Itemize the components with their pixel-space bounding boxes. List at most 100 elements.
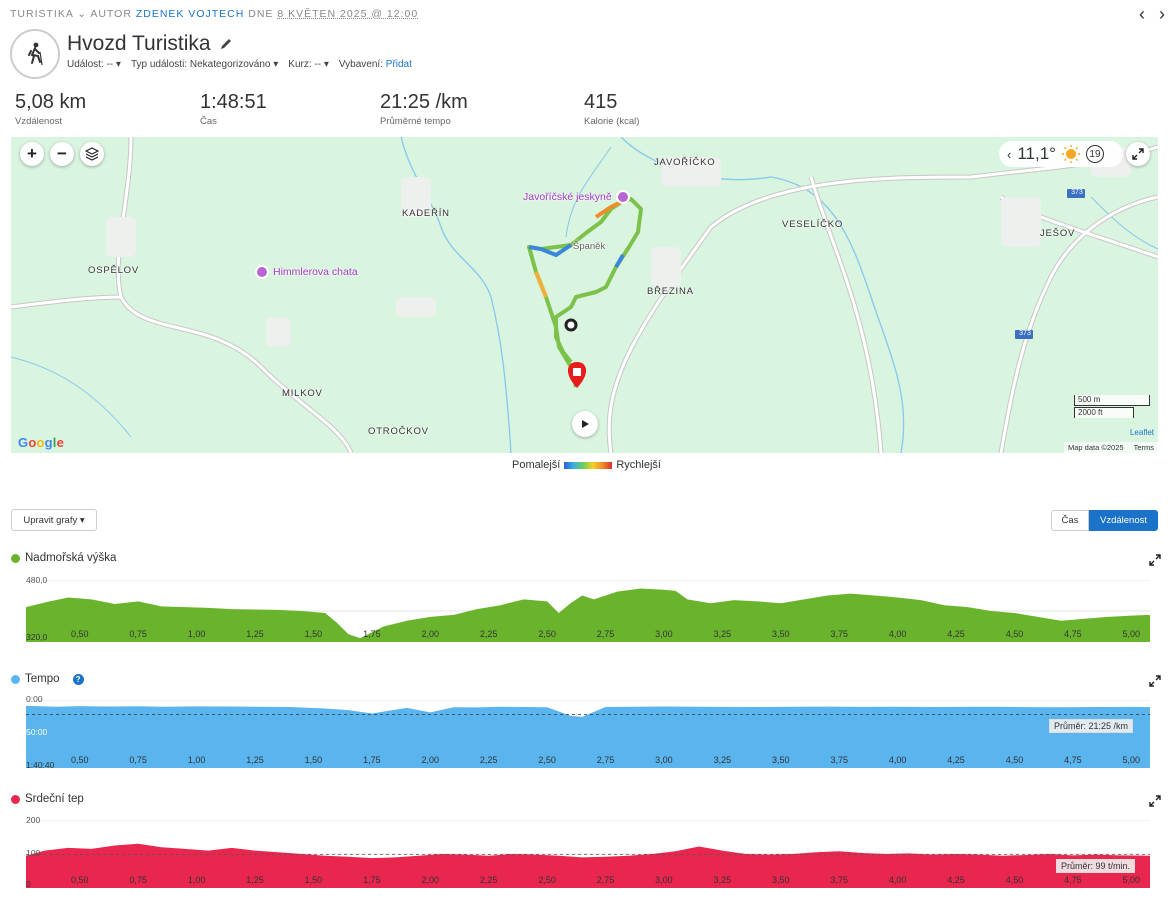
x-tick-label: 2,00 — [422, 755, 440, 765]
elevation-chart-title: Nadmořská výška — [11, 552, 116, 564]
course-dropdown[interactable]: Kurz: -- ▾ — [288, 59, 329, 70]
x-tick-label: 2,75 — [597, 755, 615, 765]
x-tick-label: 3,50 — [772, 629, 790, 639]
zoom-in-button[interactable]: + — [20, 142, 44, 166]
route-map[interactable]: JAVOŘÍČKO KADEŘÍN VESELÍČKO JEŠOV OSPĚLO… — [11, 137, 1158, 453]
road-number: 373 — [1071, 189, 1083, 196]
x-tick-label: 4,00 — [889, 875, 907, 885]
gear: Vybavení: Přidat — [339, 59, 412, 70]
x-tick-label: 1,75 — [363, 875, 381, 885]
author-link[interactable]: ZDENEK VOJTECH — [135, 8, 245, 20]
stat-label: Vzdálenost — [15, 116, 63, 127]
hiking-icon — [10, 29, 60, 79]
x-tick-label: 1,75 — [363, 629, 381, 639]
x-tick-label: 3,75 — [830, 629, 848, 639]
pace-title: Tempo — [25, 673, 60, 685]
distance-label: Vzdálenost — [1099, 515, 1147, 526]
y-axis-label: 100 — [26, 848, 41, 858]
x-axis-distance-button[interactable]: Vzdálenost — [1089, 510, 1158, 531]
stat-avg-pace: 21:25 /km Průměrné tempo — [380, 91, 468, 127]
expand-icon[interactable] — [1149, 554, 1161, 566]
previous-activity-icon[interactable]: ‹ — [1139, 4, 1145, 24]
x-tick-label: 4,75 — [1064, 875, 1082, 885]
legend-faster: Rychlejší — [616, 459, 661, 471]
x-tick-label: 4,25 — [947, 629, 965, 639]
y-axis-label: 200 — [26, 815, 41, 825]
weather-widget[interactable]: ‹ 11,1° 19 — [999, 141, 1123, 167]
breadcrumb-on: DNE — [248, 8, 274, 20]
event-label: Událost: -- — [67, 59, 114, 70]
event-type-dropdown[interactable]: Typ události: Nekategorizováno ▾ — [130, 59, 279, 70]
gear-label: Vybavení: — [338, 59, 383, 70]
x-tick-label: 5,00 — [1123, 755, 1141, 765]
x-tick-label: 3,50 — [772, 875, 790, 885]
elevation-chart[interactable]: 0,50 0,75 1,00 1,25 1,50 1,75 2,00 2,25 2,50 2,75… — [26, 580, 1150, 642]
activity-date[interactable]: 8 KVĚTEN 2025 @ 12:00 — [277, 8, 419, 20]
temperature: 11,1° — [1017, 144, 1056, 163]
map-scale: 500 m 2000 ft — [1074, 395, 1150, 418]
place-label: JEŠOV — [1040, 228, 1076, 239]
x-axis-time-button[interactable]: Čas — [1051, 510, 1089, 531]
stat-value: 21:25 /km — [380, 91, 468, 113]
help-icon[interactable]: ? — [72, 673, 84, 685]
x-tick-label: 2,75 — [597, 629, 615, 639]
x-tick-label: 0,50 — [71, 755, 89, 765]
x-tick-label: 2,50 — [538, 755, 556, 765]
x-tick-label: 3,75 — [830, 875, 848, 885]
poi-himmlerova-chata[interactable]: Himmlerova chata — [255, 265, 358, 279]
chevron-down-icon[interactable]: ⌄ — [77, 8, 87, 20]
expand-icon[interactable] — [1149, 675, 1161, 687]
x-tick-label: 2,50 — [538, 629, 556, 639]
x-tick-label: 2,00 — [422, 629, 440, 639]
next-activity-icon[interactable]: › — [1159, 4, 1165, 24]
play-button[interactable] — [572, 411, 598, 437]
pace-chart[interactable]: 0,50 0,75 1,00 1,25 1,50 1,75 2,00 2,25 2,50 2,75… — [26, 700, 1150, 768]
add-gear-link[interactable]: Přidat — [385, 59, 412, 70]
fullscreen-button[interactable] — [1126, 142, 1150, 166]
pace-dot — [11, 674, 20, 684]
expand-icon[interactable] — [1149, 795, 1161, 807]
x-tick-label: 4,50 — [1006, 629, 1024, 639]
stat-label: Kalorie (kcal) — [584, 116, 640, 127]
place-label: OSPĚLOV — [88, 265, 140, 276]
y-axis-label: 0:00 — [26, 694, 43, 704]
place-label: KADEŘÍN — [402, 208, 450, 219]
poi-label: Javoříčské jeskyně — [523, 191, 612, 203]
x-tick-label: 3,25 — [714, 875, 732, 885]
scale-metric: 500 m — [1074, 395, 1150, 406]
y-axis-label: 0 — [26, 879, 31, 889]
activity-meta: Událost: -- ▾ Typ události: Nekategorizo… — [67, 59, 412, 70]
stat-value: 5,08 km — [15, 91, 87, 113]
y-axis-min: 320,0 — [26, 632, 48, 642]
pencil-icon[interactable] — [219, 37, 233, 51]
legend-gradient — [564, 461, 613, 469]
y-axis-max: 480,0 — [26, 575, 48, 585]
breadcrumb-category[interactable]: TURISTIKA — [10, 8, 74, 20]
area-series — [26, 588, 1150, 642]
terms-link[interactable]: Terms — [1133, 443, 1154, 452]
poi-label: Himmlerova chata — [273, 266, 358, 278]
place-label: VESELÍČKO — [782, 219, 844, 230]
pace-chart-title: Tempo ? — [11, 673, 84, 685]
x-tick-label: 3,00 — [655, 875, 673, 885]
chevron-left-icon[interactable]: ‹ — [1007, 146, 1012, 162]
edit-charts-button[interactable]: Upravit grafy ▾ — [11, 509, 97, 531]
place-label: MILKOV — [282, 388, 323, 399]
breadcrumb: TURISTIKA ⌄ AUTOR ZDENEK VOJTECH DNE 8 K… — [10, 8, 418, 20]
poi-javoricske-jeskyne[interactable]: Javoříčské jeskyně — [523, 190, 630, 204]
wind-icon: 19 — [1085, 145, 1104, 163]
x-tick-label: 0,75 — [129, 629, 147, 639]
x-tick-label: 3,25 — [714, 755, 732, 765]
zoom-out-button[interactable]: − — [50, 142, 74, 166]
layers-button[interactable] — [80, 142, 104, 166]
place-label: BŘEZINA — [647, 286, 694, 297]
x-tick-label: 1,00 — [188, 755, 206, 765]
x-tick-label: 2,25 — [480, 875, 498, 885]
stat-calories: 415 Kalorie (kcal) — [584, 91, 639, 127]
heart-rate-chart[interactable]: 0,50 0,75 1,00 1,25 1,50 1,75 2,00 2,25 2,50 2,75… — [26, 820, 1150, 888]
x-tick-label: 4,50 — [1006, 875, 1024, 885]
wind-speed: 19 — [1089, 148, 1101, 160]
leaflet-link[interactable]: Leaflet — [1129, 428, 1154, 437]
x-tick-label: 4,75 — [1064, 629, 1082, 639]
event-dropdown[interactable]: Událost: -- ▾ — [67, 59, 121, 70]
